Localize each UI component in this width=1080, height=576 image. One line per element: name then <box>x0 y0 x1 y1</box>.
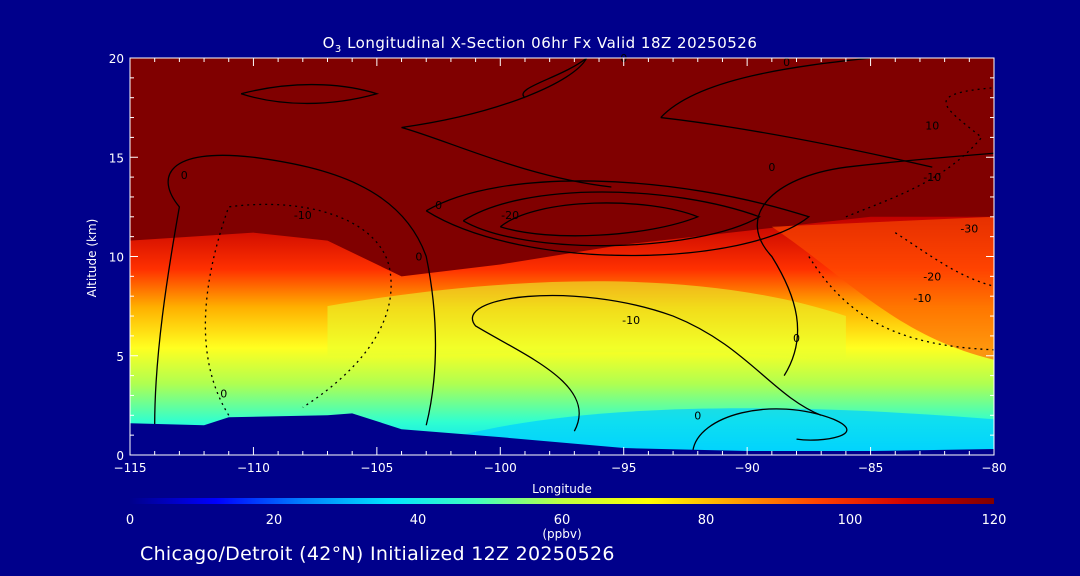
x-tick-label-4: −95 <box>611 461 636 475</box>
colorbar-unit-label: (ppbv) <box>542 527 582 541</box>
y-axis-label: Altitude (km) <box>85 218 99 298</box>
colorbar-ramp <box>130 498 994 504</box>
chart-title: O3 Longitudinal X-Section 06hr Fx Valid … <box>322 34 758 55</box>
contour-label-9: 0 <box>768 161 775 174</box>
contour-line-7 <box>692 408 848 452</box>
contour-line-8 <box>756 152 994 376</box>
ozone-field <box>130 58 994 455</box>
x-tick-label-1: −110 <box>237 461 270 475</box>
contour-line-2 <box>204 203 392 416</box>
contour-line-9 <box>660 58 933 168</box>
colorbar-tick-label-4: 80 <box>698 513 715 528</box>
x-tick-label-0: −115 <box>114 461 147 475</box>
ozone-contours <box>154 58 994 452</box>
x-tick-label-3: −100 <box>484 461 517 475</box>
x-axis-label: Longitude <box>532 482 592 496</box>
colorbar: 0 20 40 60 80 100 120 <box>126 498 1007 528</box>
contour-line-0 <box>240 83 380 105</box>
contour-label-12: -10 <box>923 171 941 184</box>
contour-line-12 <box>808 256 994 351</box>
contour-label-3: 0 <box>220 387 227 400</box>
contour-line-13 <box>894 232 994 287</box>
contour-label-6: -10 <box>622 314 640 327</box>
mid-troposphere-band <box>327 281 846 360</box>
colorbar-tick-label-3: 60 <box>554 513 571 528</box>
y-tick-label-4: 20 <box>109 52 124 66</box>
east-tropopause-fold <box>771 216 994 360</box>
terrain-profile <box>130 413 994 455</box>
contour-line-4 <box>462 191 762 247</box>
contour-label-4: 0 <box>435 199 442 212</box>
colorbar-tick-label-2: 40 <box>410 513 427 528</box>
contour-label-0: 0 <box>181 169 188 182</box>
axes: −115 −110 −105 −100 −95 −90 −85 −80 0 5 10 15 20 <box>109 52 1007 475</box>
colorbar-tick-label-0: 0 <box>126 513 134 528</box>
contour-line-6 <box>472 294 822 432</box>
colorbar-tick-label-6: 120 <box>982 513 1007 528</box>
y-tick-label-0: 0 <box>116 449 124 463</box>
contour-label-15: -10 <box>913 292 931 305</box>
contour-label-11: 0 <box>783 56 790 69</box>
contour-label-2: 0 <box>415 251 422 264</box>
x-tick-label-5: −90 <box>734 461 759 475</box>
contour-label-7: 0 <box>694 409 701 422</box>
y-tick-label-2: 10 <box>109 251 124 265</box>
y-tick-label-3: 15 <box>109 151 124 165</box>
x-tick-label-7: −80 <box>981 461 1006 475</box>
contour-label-13: -30 <box>960 223 978 236</box>
contour-line-11 <box>845 87 994 218</box>
colorbar-tick-label-5: 100 <box>838 513 863 528</box>
y-tick-label-1: 5 <box>116 350 124 364</box>
colorbar-tick-label-1: 20 <box>266 513 283 528</box>
x-tick-label-6: −85 <box>858 461 883 475</box>
footer-caption: Chicago/Detroit (42°N) Initialized 12Z 2… <box>140 543 615 565</box>
contour-label-5: -20 <box>501 209 519 222</box>
contour-label-14: -20 <box>923 270 941 283</box>
terrain-mask <box>130 413 994 455</box>
contour-line-10 <box>401 58 612 188</box>
x-tick-label-2: −105 <box>360 461 393 475</box>
contour-label-1: -10 <box>294 209 312 222</box>
contour-line-3 <box>499 202 700 237</box>
contour-label-16: 10 <box>925 119 939 132</box>
contour-line-1 <box>154 154 437 426</box>
contour-line-5 <box>425 180 811 257</box>
contour-label-8: 0 <box>793 332 800 345</box>
